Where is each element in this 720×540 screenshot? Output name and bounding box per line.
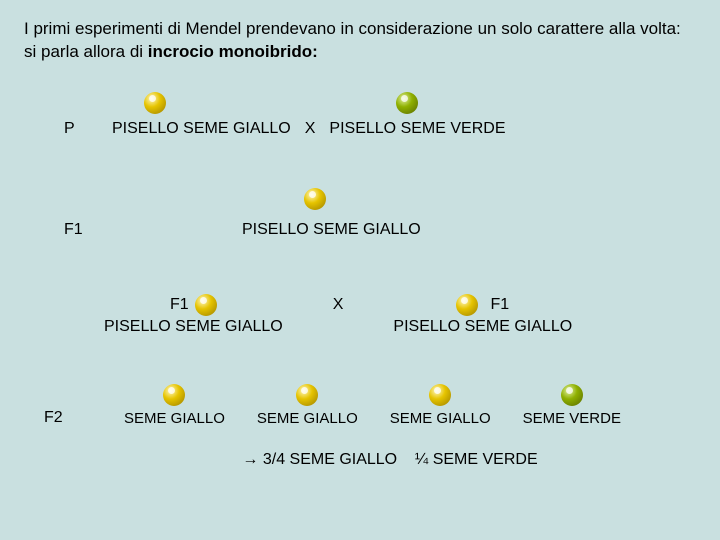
f2-seed-1: SEME GIALLO xyxy=(124,410,225,427)
yellow-seed-icon xyxy=(163,384,185,406)
f2-row: F2 SEME GIALLO SEME GIALLO SEME GIALLO S… xyxy=(44,384,696,427)
intro-text: I primi esperimenti di Mendel prendevano… xyxy=(24,18,696,64)
result-row: → 3/4 SEME GIALLO ¼ SEME VERDE xyxy=(84,451,696,469)
yellow-seed-icon xyxy=(296,384,318,406)
p-yellow-label: PISELLO SEME GIALLO xyxy=(112,120,291,138)
yellow-seed-icon xyxy=(304,188,326,210)
arrow-icon: → xyxy=(242,451,258,468)
p-spheres-row xyxy=(144,92,696,114)
cross-symbol: X xyxy=(305,120,316,138)
yellow-seed-icon xyxy=(429,384,451,406)
f1-left-gen: F1 xyxy=(170,296,189,314)
p-green-label: PISELLO SEME VERDE xyxy=(329,120,505,138)
result-part2: ¼ SEME VERDE xyxy=(415,451,538,468)
f1-right-label: PISELLO SEME GIALLO xyxy=(393,318,572,336)
green-seed-icon xyxy=(396,92,418,114)
yellow-seed-icon xyxy=(144,92,166,114)
result-part1: 3/4 SEME GIALLO xyxy=(263,451,397,468)
f1-left-label: PISELLO SEME GIALLO xyxy=(104,318,283,336)
f2-seed-3: SEME GIALLO xyxy=(390,410,491,427)
gen-f2-label: F2 xyxy=(44,409,92,427)
f2-seed-2: SEME GIALLO xyxy=(257,410,358,427)
f2-seed-4: SEME VERDE xyxy=(523,410,621,427)
f1-cross-row: F1 PISELLO SEME GIALLO X F1 PISELLO SEME… xyxy=(64,294,696,336)
green-seed-icon xyxy=(561,384,583,406)
intro-bold: incrocio monoibrido: xyxy=(148,42,318,61)
f1-label: PISELLO SEME GIALLO xyxy=(242,221,421,239)
gen-f1-label: F1 xyxy=(64,221,112,239)
gen-p-label: P xyxy=(64,120,112,138)
p-generation-row: P PISELLO SEME GIALLO X PISELLO SEME VER… xyxy=(64,120,696,138)
intro-plain: I primi esperimenti di Mendel prendevano… xyxy=(24,19,681,61)
f1-right-gen: F1 xyxy=(490,296,509,314)
f1-row: F1 PISELLO SEME GIALLO xyxy=(64,188,696,239)
cross-symbol: X xyxy=(333,294,344,314)
yellow-seed-icon xyxy=(456,294,478,316)
yellow-seed-icon xyxy=(195,294,217,316)
